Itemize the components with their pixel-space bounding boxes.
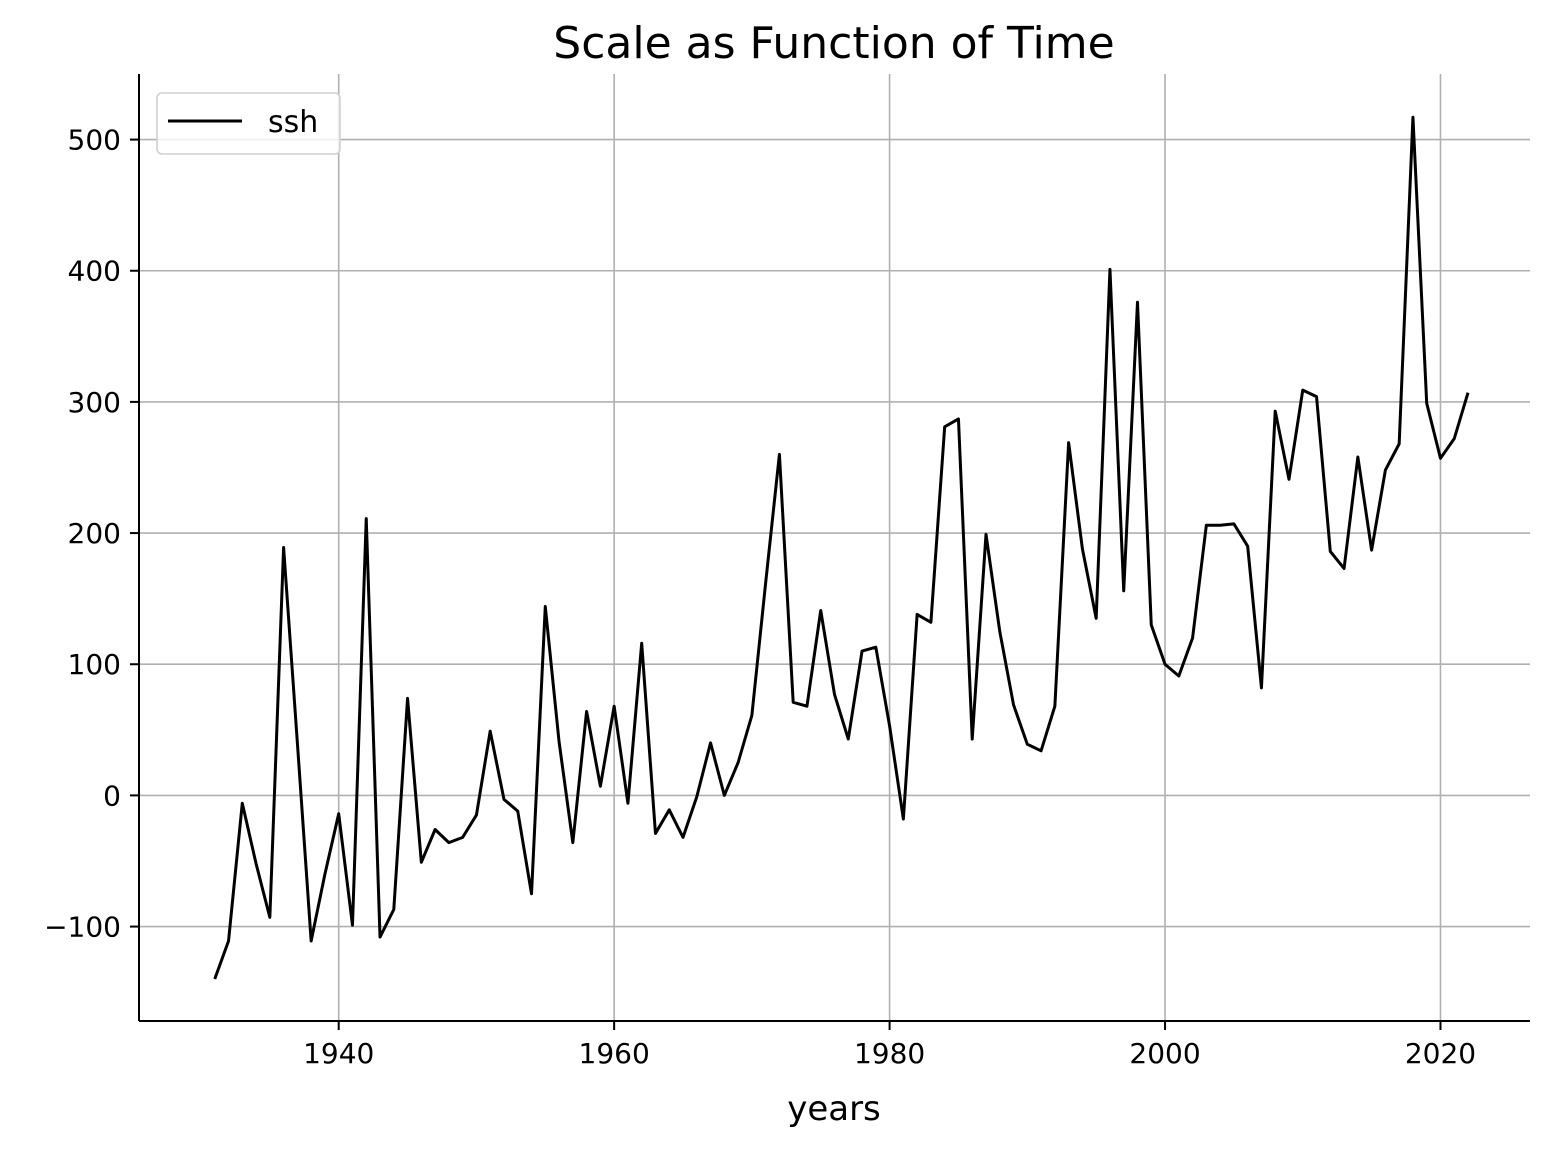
x-axis-ticks: 1940 1960 1980 2000 2020 [303,1021,1476,1070]
x-axis-label: years [787,1089,881,1129]
legend: ssh [156,92,341,155]
y-tick-label: 400 [68,255,121,288]
series-lines [213,115,1470,980]
x-tick-label: 2020 [1405,1037,1476,1070]
legend-box [156,92,341,155]
y-tick-label: 200 [68,517,121,550]
x-tick-label: 1960 [579,1037,650,1070]
axes-spines [138,74,1530,1022]
y-tick-label: −100 [44,911,121,944]
chart-title: Scale as Function of Time [553,18,1114,69]
y-tick-label: 500 [68,124,121,157]
x-tick-label: 1980 [854,1037,925,1070]
x-tick-label: 2000 [1129,1037,1200,1070]
legend-label-ssh: ssh [268,105,318,140]
x-tick-label: 1940 [303,1037,374,1070]
grid-lines [139,74,1530,1021]
series-line-ssh [213,115,1470,980]
y-tick-label: 100 [68,648,121,681]
y-tick-label: 0 [103,779,121,812]
y-axis-ticks: −100 0 100 200 300 400 500 [44,124,139,944]
y-tick-label: 300 [68,386,121,419]
